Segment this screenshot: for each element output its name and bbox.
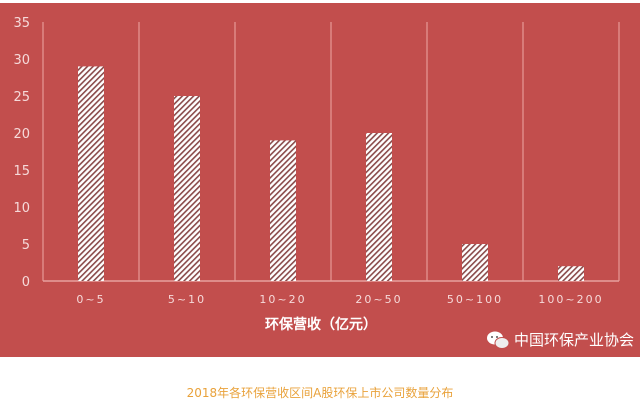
x-tick-label: 20~50 <box>355 293 402 306</box>
chart-background <box>0 3 640 357</box>
bar-50~100 <box>462 244 488 281</box>
y-tick-label: 30 <box>13 53 30 68</box>
bar-0~5 <box>78 66 104 282</box>
y-tick-label: 15 <box>13 164 30 179</box>
x-tick-label: 0~5 <box>76 293 105 306</box>
caption: 2018年各环保营收区间A股环保上市公司数量分布 <box>186 386 454 400</box>
wechat-icon <box>486 331 510 349</box>
x-tick-label: 10~20 <box>259 293 306 306</box>
watermark: 中国环保产业协会 <box>486 329 634 350</box>
y-tick-label: 0 <box>22 275 30 290</box>
bar-chart: 0 5 10 15 20 25 30 35 0~5 5~10 10~20 20~50 50~100 100… <box>13 16 620 306</box>
x-tick-label: 5~10 <box>168 293 206 306</box>
bar-5~10 <box>174 96 200 281</box>
y-tick-label: 35 <box>13 16 30 31</box>
bar-10~20 <box>270 140 296 281</box>
x-axis-title: 环保营收（亿元） <box>265 317 377 333</box>
watermark-text: 中国环保产业协会 <box>513 331 634 349</box>
y-tick-label: 10 <box>13 201 30 216</box>
bar-20~50 <box>366 133 392 281</box>
y-tick-label: 25 <box>13 90 30 105</box>
x-tick-label: 100~200 <box>538 293 603 306</box>
y-tick-label: 20 <box>13 127 30 142</box>
y-tick-label: 5 <box>22 238 30 253</box>
bar-100~200 <box>558 266 584 281</box>
x-tick-label: 50~100 <box>447 293 503 306</box>
